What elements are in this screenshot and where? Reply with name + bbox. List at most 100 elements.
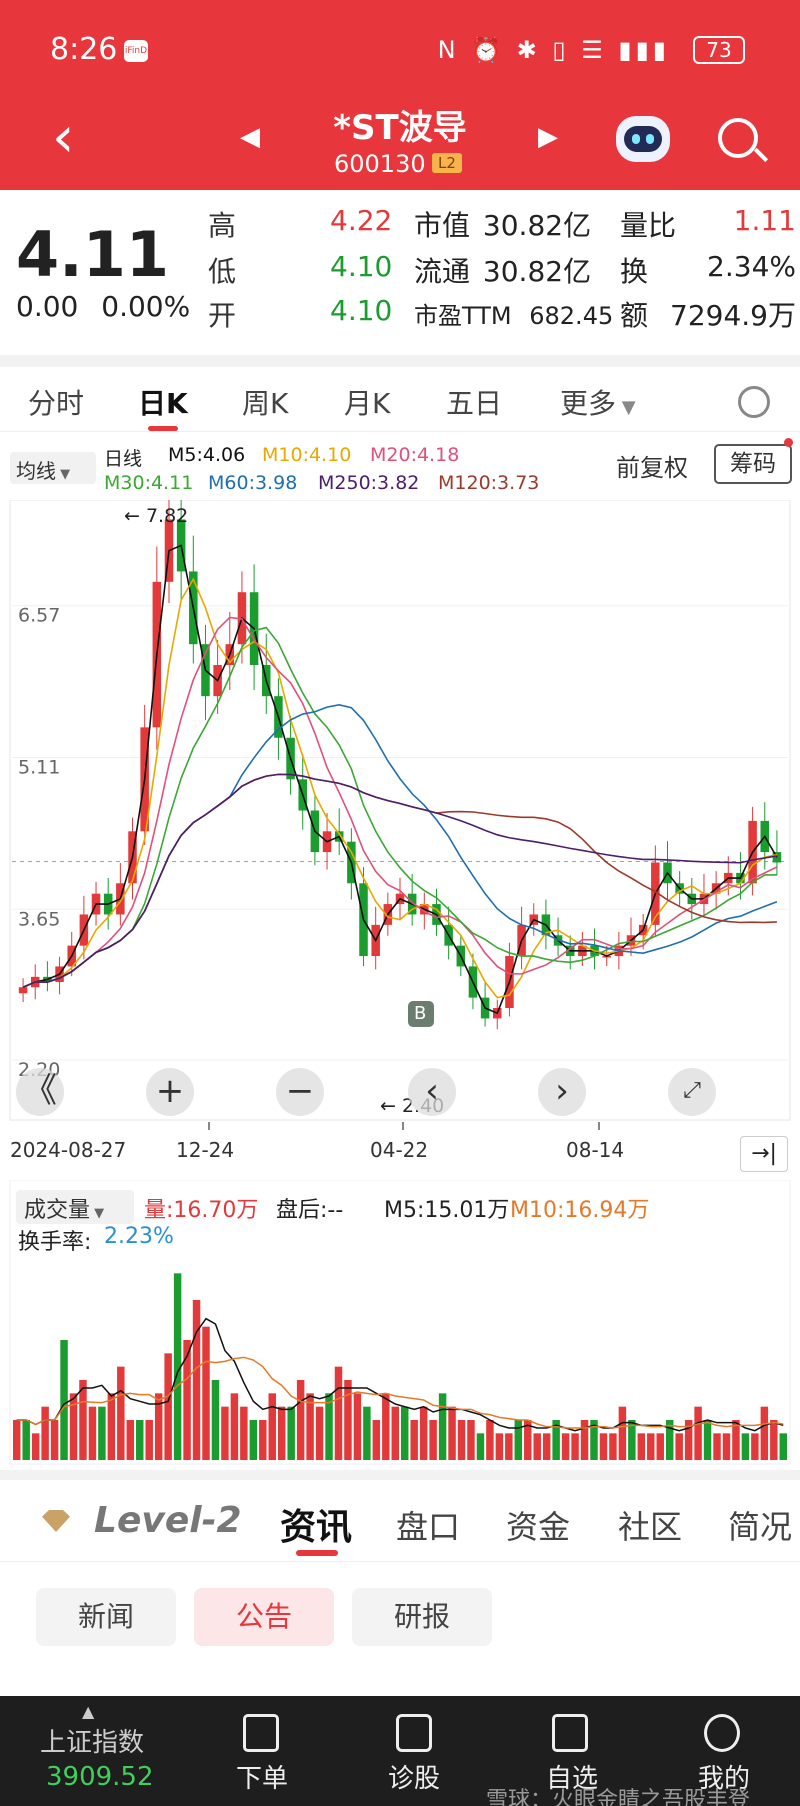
status-bar: 8:26 iFinD N ⏰ ✱ ▯ ☰ ▮▮▮ 73 xyxy=(0,28,800,72)
next-stock-icon[interactable]: ▶ xyxy=(538,122,558,152)
back-icon[interactable]: ‹ xyxy=(52,105,75,170)
info-tabs: Level-2 资讯 盘口 资金 社区 简况 xyxy=(0,1480,800,1562)
quote-label: 流通 xyxy=(414,255,471,288)
quote-label: 量比 xyxy=(620,209,677,242)
adjust-mode[interactable]: 前复权 xyxy=(616,454,688,482)
pan-left-icon[interactable]: ‹ xyxy=(408,1068,456,1116)
tab-order-book[interactable]: 盘口 xyxy=(396,1508,461,1546)
volume-bar xyxy=(391,1406,399,1460)
quote-value: 4.10 xyxy=(330,294,393,327)
volume-bar xyxy=(13,1420,21,1460)
volume-bar xyxy=(760,1406,769,1460)
fullscreen-icon[interactable]: ⤢ xyxy=(668,1068,716,1116)
volume-bar xyxy=(580,1420,589,1460)
volume-bar xyxy=(410,1420,418,1460)
volume-bar xyxy=(60,1340,68,1460)
tab-monthly-k[interactable]: 月K xyxy=(344,387,391,420)
expand-icon[interactable]: →| xyxy=(740,1136,788,1172)
robot-assistant-icon[interactable] xyxy=(616,116,670,162)
volume-bar xyxy=(590,1420,598,1460)
ma-dropdown[interactable]: 均线 ▼ xyxy=(10,452,96,484)
line-type: 日线 xyxy=(104,448,143,470)
menu-icon[interactable] xyxy=(704,1714,740,1752)
volume-bar xyxy=(656,1433,664,1460)
quote-value: 1.11 xyxy=(733,204,796,237)
tab-five-day[interactable]: 五日 xyxy=(446,387,503,420)
volume-bar xyxy=(315,1406,324,1460)
volume-bar xyxy=(277,1406,286,1460)
bottom-order[interactable]: 下单 xyxy=(236,1764,289,1794)
sub-tab-announcements[interactable]: 公告 xyxy=(194,1588,334,1646)
divider xyxy=(0,355,800,367)
shrink-icon[interactable]: 《 xyxy=(16,1068,64,1116)
tab-more[interactable]: 更多 ▼ xyxy=(560,382,636,422)
tab-community[interactable]: 社区 xyxy=(618,1508,683,1546)
quote-market-cap: 市值 30.82亿 xyxy=(414,204,591,244)
order-icon[interactable] xyxy=(243,1714,279,1752)
ma-m10: M10:4.10 xyxy=(262,444,352,466)
bottom-watchlist[interactable]: 自选 xyxy=(546,1764,599,1794)
settings-icon[interactable] xyxy=(738,386,770,418)
tab-capital[interactable]: 资金 xyxy=(506,1508,571,1546)
ma-m250: M250:3.82 xyxy=(318,472,420,494)
pan-right-icon[interactable]: › xyxy=(538,1068,586,1116)
quote-label: 市盈TTM xyxy=(414,302,512,330)
volume-dropdown[interactable]: 成交量 ▼ xyxy=(16,1190,134,1224)
tab-daily-k[interactable]: 日K xyxy=(138,387,188,420)
volume-bar xyxy=(609,1433,617,1460)
volume-bar xyxy=(779,1433,787,1460)
volume-bar xyxy=(647,1433,655,1460)
candlestick-chart[interactable]: 8.026.575.113.652.20 ← 7.82← 2.40B xyxy=(0,500,800,1125)
volume-bar xyxy=(628,1420,636,1460)
volume-bar xyxy=(221,1406,229,1460)
zoom-out-icon[interactable]: − xyxy=(276,1068,324,1116)
volume-value: 量:16.70万 xyxy=(144,1198,259,1223)
volume-bar xyxy=(684,1420,693,1460)
watchlist-icon[interactable] xyxy=(552,1714,588,1752)
bottom-mine[interactable]: 我的 xyxy=(698,1764,751,1794)
date-tick xyxy=(598,1122,600,1130)
l2-badge[interactable]: L2 xyxy=(432,153,462,173)
level2-tab[interactable]: Level-2 xyxy=(94,1500,242,1541)
volume-bar xyxy=(429,1420,437,1460)
quote-volume-ratio: 量比 1.11 xyxy=(620,204,798,244)
sub-tab-news[interactable]: 新闻 xyxy=(36,1588,176,1646)
volume-bar xyxy=(372,1420,381,1460)
volume-bar xyxy=(230,1393,239,1460)
tab-news-info[interactable]: 资讯 xyxy=(280,1507,353,1548)
volume-dropdown-label: 成交量 xyxy=(24,1198,91,1223)
tab-intraday[interactable]: 分时 xyxy=(28,387,85,420)
volume-bar xyxy=(637,1433,646,1460)
y-tick-label: 6.57 xyxy=(18,605,60,627)
quote-turnover: 换 2.34% xyxy=(620,250,798,290)
period-tabs: 分时 日K 周K 月K 五日 更多 ▼ xyxy=(0,370,800,432)
change-value: 0.00 xyxy=(16,290,79,323)
sub-tab-research[interactable]: 研报 xyxy=(352,1588,492,1646)
zoom-in-icon[interactable]: + xyxy=(146,1068,194,1116)
volume-bar xyxy=(732,1420,740,1460)
volume-bar xyxy=(353,1393,362,1460)
volume-bar xyxy=(770,1420,778,1460)
tab-weekly-k[interactable]: 周K xyxy=(242,387,289,420)
ma-line-m10 xyxy=(22,577,778,999)
chevron-down-icon: ▼ xyxy=(56,467,71,482)
chip-distribution-button[interactable]: 筹码 xyxy=(714,444,792,484)
index-name[interactable]: 上证指数 xyxy=(40,1728,145,1758)
active-tab-underline xyxy=(148,426,178,431)
volume-bar xyxy=(69,1393,78,1460)
bottom-diagnose[interactable]: 诊股 xyxy=(388,1764,441,1794)
prev-stock-icon[interactable]: ◀ xyxy=(240,122,260,152)
volume-bar xyxy=(542,1433,551,1460)
quote-value: 4.22 xyxy=(330,204,393,237)
current-price: 4.11 xyxy=(16,218,169,291)
quote-float-cap: 流通 30.82亿 xyxy=(414,250,591,290)
volume-bar xyxy=(741,1433,750,1460)
quote-value: 682.45 xyxy=(529,302,614,330)
search-icon[interactable] xyxy=(718,118,758,158)
status-time: 8:26 xyxy=(50,32,118,67)
quote-label: 额 xyxy=(620,299,649,332)
ma-line-m5 xyxy=(22,544,778,1015)
diagnose-icon[interactable] xyxy=(396,1714,432,1752)
tab-profile[interactable]: 简况 xyxy=(728,1508,793,1546)
volume-bar xyxy=(287,1406,295,1460)
